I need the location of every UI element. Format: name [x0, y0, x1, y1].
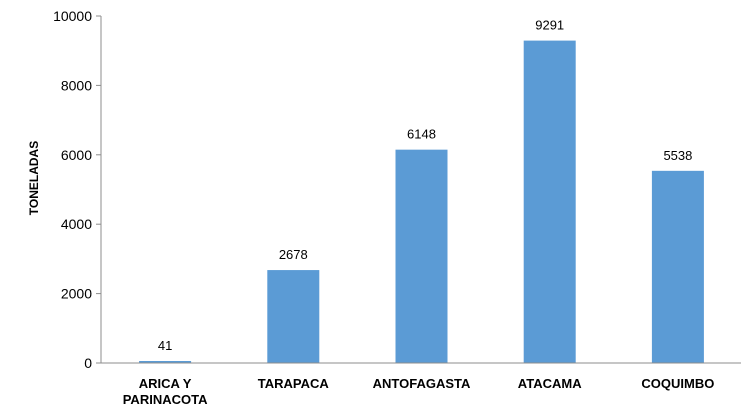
- bar-data-label: 6148: [407, 127, 436, 142]
- x-category-label: ANTOFAGASTA: [373, 376, 471, 391]
- bar-data-label: 5538: [663, 148, 692, 163]
- bar-data-label: 41: [158, 338, 172, 353]
- x-category-label: TARAPACA: [258, 376, 330, 391]
- y-tick-label: 4000: [61, 216, 92, 232]
- x-category-label: PARINACOTA: [123, 392, 208, 407]
- y-tick-label: 6000: [61, 147, 92, 163]
- y-tick-label: 0: [84, 355, 92, 371]
- y-tick-label: 8000: [61, 77, 92, 93]
- bar: [651, 170, 704, 363]
- y-axis-ticks: 0 2000 4000 6000 8000 10000: [53, 8, 101, 371]
- x-category-label: ARICA Y: [139, 376, 192, 391]
- x-category-label: COQUIMBO: [641, 376, 714, 391]
- y-tick-label: 10000: [53, 8, 92, 24]
- bar: [139, 361, 192, 363]
- bar: [523, 40, 576, 364]
- plot-area: 41 2678 6148 9291 5538: [100, 16, 741, 364]
- bar: [267, 270, 320, 363]
- bar: [395, 149, 448, 363]
- y-tick-label: 2000: [61, 286, 92, 302]
- x-category-label: ATACAMA: [518, 376, 582, 391]
- bar-data-label: 9291: [535, 18, 564, 33]
- y-axis-title: TONELADAS: [27, 141, 41, 215]
- bar-data-label: 2678: [279, 247, 308, 262]
